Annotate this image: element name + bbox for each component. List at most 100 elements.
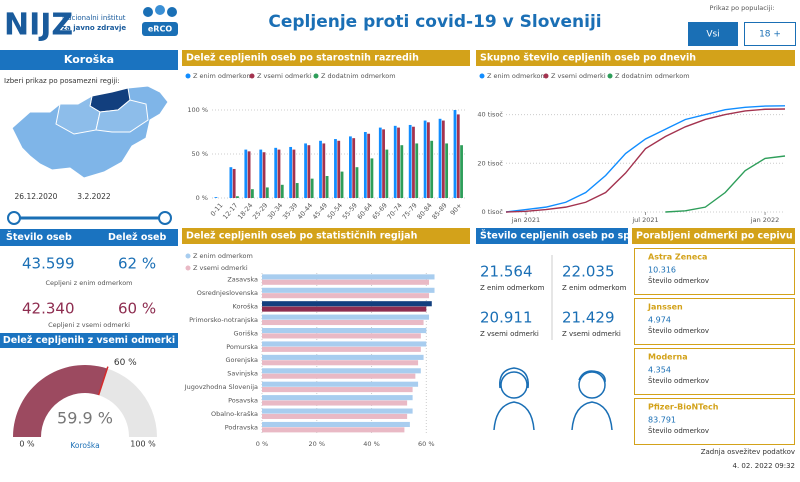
legend-label: Z vsemi odmerki [257,72,312,80]
slider-handle[interactable] [158,211,172,225]
y-tick-label: Savinjska [227,370,258,378]
vaccine-name: Moderna [648,353,688,362]
panel-header [632,228,795,244]
line [505,105,786,213]
legend-label: Z enim odmerkom [487,72,547,80]
bar [367,133,371,198]
stat-share: 62 % [118,255,156,273]
refresh-label: Zadnja osvežitev podatkov [701,448,795,456]
bar [415,143,419,198]
legend-swatch [185,253,191,259]
x-tick-label: jan 2022 [750,216,780,224]
line [665,155,786,213]
gender-value: 21.429 [562,309,615,327]
stat-label: Cepljeni z enim odmerkom [45,279,132,287]
bar [441,120,445,198]
bar [262,301,432,307]
legend-label: Z vsemi odmerki [551,72,606,80]
panel-header [182,50,470,66]
slider-handle[interactable] [7,211,21,225]
bar [349,136,352,198]
y-tick-label: 40 tisoč [477,111,503,119]
legend-label: Z dodatnim odmerkom [615,72,690,80]
map-region[interactable] [95,99,149,133]
vaccine-name: Janssen [647,303,683,312]
button-all[interactable] [688,22,738,46]
bar [247,151,251,198]
bar [262,341,427,347]
x-tick-label: 0 % [256,440,268,448]
x-tick-label: 20 % [309,440,326,448]
x-tick-label: 75-79 [400,201,418,221]
bar [277,149,281,198]
icon-woman [493,367,535,431]
vaccine-value: 10.316 [648,266,676,275]
page-title: Cepljenje proti covid-19 v Sloveniji [268,12,601,32]
badge-text: eRCO [148,25,172,34]
y-tick-label: Jugovzhodna Slovenija [184,383,258,391]
panel-header [476,228,628,244]
date-start: 26.12.2020 [15,192,58,201]
bar [295,183,299,198]
logo-line: Nacionalni inštitut [62,14,126,22]
bar [337,140,341,198]
bar [262,279,430,285]
bar [430,140,434,198]
bar [274,147,278,198]
gender-label: Z enim odmerkom [562,284,627,292]
button-adults[interactable] [744,22,796,46]
bar [262,274,435,280]
x-tick-label: 85-89 [430,201,448,221]
bar [262,293,430,299]
bar [304,143,307,198]
legend-label: Z enim odmerkom [193,72,253,80]
gauge-target [97,366,109,396]
panel-header [182,228,470,244]
bar [229,167,233,198]
vaccine-label: Število odmerkov [648,426,709,435]
x-tick-label: jul 2021 [631,216,658,224]
x-tick-label: 35-39 [281,201,299,221]
bar [262,152,266,198]
gender-value: 20.911 [480,309,533,327]
x-tick-label: 90+ [449,201,464,217]
y-tick-label: 0 tisoč [482,208,504,216]
map[interactable] [11,85,169,179]
vaccine-label: Število odmerkov [648,276,709,285]
legend-label: Z dodatnim odmerkom [321,72,396,80]
legend-swatch [249,73,255,79]
panel-title: Delež cepljenih oseb po starostnih razre… [186,53,419,64]
gauge-label: Koroška [70,441,99,450]
bar [262,395,413,401]
button-label[interactable]: Vsi [706,30,719,40]
gender-label: Z vsemi odmerki [480,330,539,338]
stat-count: 42.340 [22,300,75,318]
bar [310,178,314,198]
x-tick-label: 45-49 [311,201,329,221]
button-label[interactable]: 18 + [759,30,781,40]
region-name: Koroška [64,53,114,66]
gauge-value-label: 59.9 % [57,409,113,428]
bar [400,145,404,198]
bar [265,187,269,198]
y-tick-label: 50 % [191,150,208,158]
bar [325,176,329,198]
gauge-target-label: 60 % [114,358,137,368]
vaccine-card [634,298,795,345]
stat-count: 43.599 [22,255,75,273]
gauge-value [13,365,108,437]
refresh-time: 4. 02. 2022 09:32 [733,462,795,470]
y-tick-label: 100 % [187,106,208,114]
bar [244,149,248,198]
bar [262,408,413,414]
bar [262,368,421,374]
y-tick-label: 20 tisoč [477,159,503,167]
bar [259,149,263,198]
bar [236,196,239,198]
population-label: Prikaz po populaciji: [710,4,775,12]
x-tick-label: 70-74 [386,201,404,221]
bar [352,138,356,198]
bar [408,124,412,198]
x-tick-label: 30-34 [266,201,284,221]
